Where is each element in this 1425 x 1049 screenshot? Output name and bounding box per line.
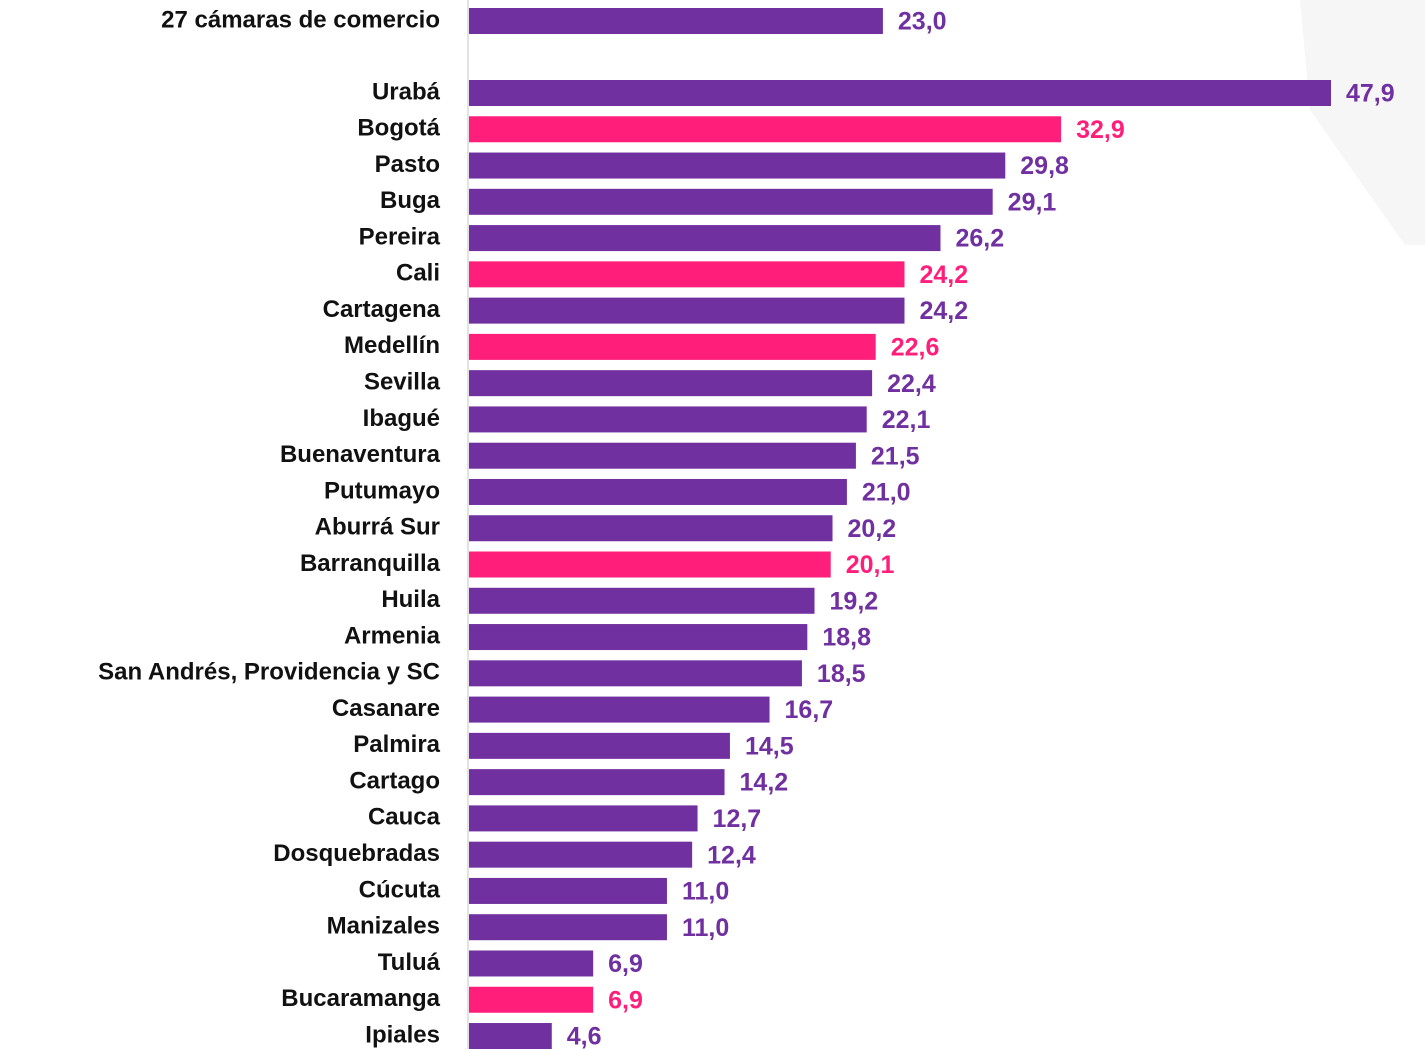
value-label: 20,2 — [848, 515, 897, 543]
bar — [469, 841, 693, 868]
bar — [469, 478, 847, 505]
value-label: 18,8 — [822, 624, 871, 652]
category-label: Casanare — [332, 695, 440, 722]
category-label: Buga — [380, 187, 441, 214]
value-label: 6,9 — [608, 950, 643, 978]
category-label: Medellín — [344, 332, 440, 359]
category-label: Putumayo — [324, 477, 440, 504]
value-label: 23,0 — [898, 8, 947, 36]
bar — [469, 877, 667, 904]
category-label: Ibagué — [363, 405, 440, 432]
value-label: 24,2 — [919, 261, 968, 289]
value-label: 21,5 — [871, 442, 920, 470]
category-label: Armenia — [344, 622, 441, 649]
bar — [469, 732, 730, 759]
value-label: 11,0 — [682, 878, 729, 906]
bar — [469, 188, 993, 215]
bar — [469, 152, 1006, 179]
bar — [469, 805, 698, 832]
value-label: 19,2 — [830, 587, 879, 615]
bar — [469, 261, 905, 288]
category-label: Aburrá Sur — [315, 514, 440, 541]
category-label: Huila — [381, 586, 440, 613]
bar — [469, 370, 873, 397]
category-label: Bogotá — [357, 115, 440, 142]
category-label: San Andrés, Providencia y SC — [98, 659, 440, 686]
value-label: 32,9 — [1076, 116, 1125, 144]
category-label: Sevilla — [364, 369, 441, 396]
value-label: 26,2 — [955, 225, 1004, 253]
value-label: 21,0 — [862, 479, 911, 507]
value-label: 22,6 — [891, 333, 940, 361]
category-label: Cúcuta — [359, 876, 441, 903]
value-label: 4,6 — [567, 1023, 602, 1049]
value-label: 18,5 — [817, 660, 866, 688]
value-label: 22,1 — [882, 406, 931, 434]
value-label: 14,5 — [745, 732, 794, 760]
bar — [469, 225, 941, 252]
category-label: Cauca — [368, 804, 441, 831]
bar — [469, 587, 815, 614]
bar — [469, 660, 802, 687]
category-label: Cartago — [349, 767, 440, 794]
bar — [469, 515, 833, 542]
value-label: 12,4 — [707, 841, 756, 869]
bar — [469, 442, 856, 469]
bar — [469, 986, 594, 1013]
category-label: Pereira — [359, 223, 441, 250]
category-label: Pasto — [375, 151, 440, 178]
category-label: Palmira — [353, 731, 440, 758]
bar — [469, 406, 867, 433]
category-label: Manizales — [327, 913, 440, 940]
bar — [469, 950, 594, 977]
bar — [469, 769, 725, 796]
value-label: 20,1 — [846, 551, 895, 579]
value-label: 22,4 — [887, 370, 936, 398]
value-label: 29,1 — [1008, 188, 1057, 216]
value-label: 24,2 — [919, 297, 968, 325]
category-label: Tuluá — [378, 949, 441, 976]
value-label: 12,7 — [713, 805, 762, 833]
category-label: Cartagena — [323, 296, 441, 323]
value-label: 47,9 — [1346, 80, 1395, 108]
value-label: 14,2 — [740, 769, 789, 797]
bar — [469, 696, 770, 723]
value-label: 6,9 — [608, 986, 643, 1014]
bar — [469, 624, 808, 651]
bar — [469, 297, 905, 324]
category-label: Bucaramanga — [281, 985, 440, 1012]
bar — [469, 116, 1062, 143]
category-label: Ipiales — [365, 1021, 440, 1048]
category-label: Buenaventura — [280, 441, 441, 468]
category-label: Dosquebradas — [273, 840, 440, 867]
bar — [469, 8, 883, 34]
bar — [469, 333, 876, 360]
bar — [469, 1023, 552, 1049]
bar — [469, 80, 1331, 106]
bar — [469, 914, 667, 941]
value-label: 29,8 — [1020, 152, 1069, 180]
background-shape — [1300, 0, 1425, 245]
category-label: Urabá — [372, 78, 441, 105]
category-label: Barranquilla — [300, 550, 441, 577]
category-label: 27 cámaras de comercio — [161, 6, 440, 33]
bar — [469, 551, 831, 578]
value-label: 16,7 — [785, 696, 834, 724]
category-label: Cali — [396, 260, 440, 287]
value-label: 11,0 — [682, 914, 729, 942]
